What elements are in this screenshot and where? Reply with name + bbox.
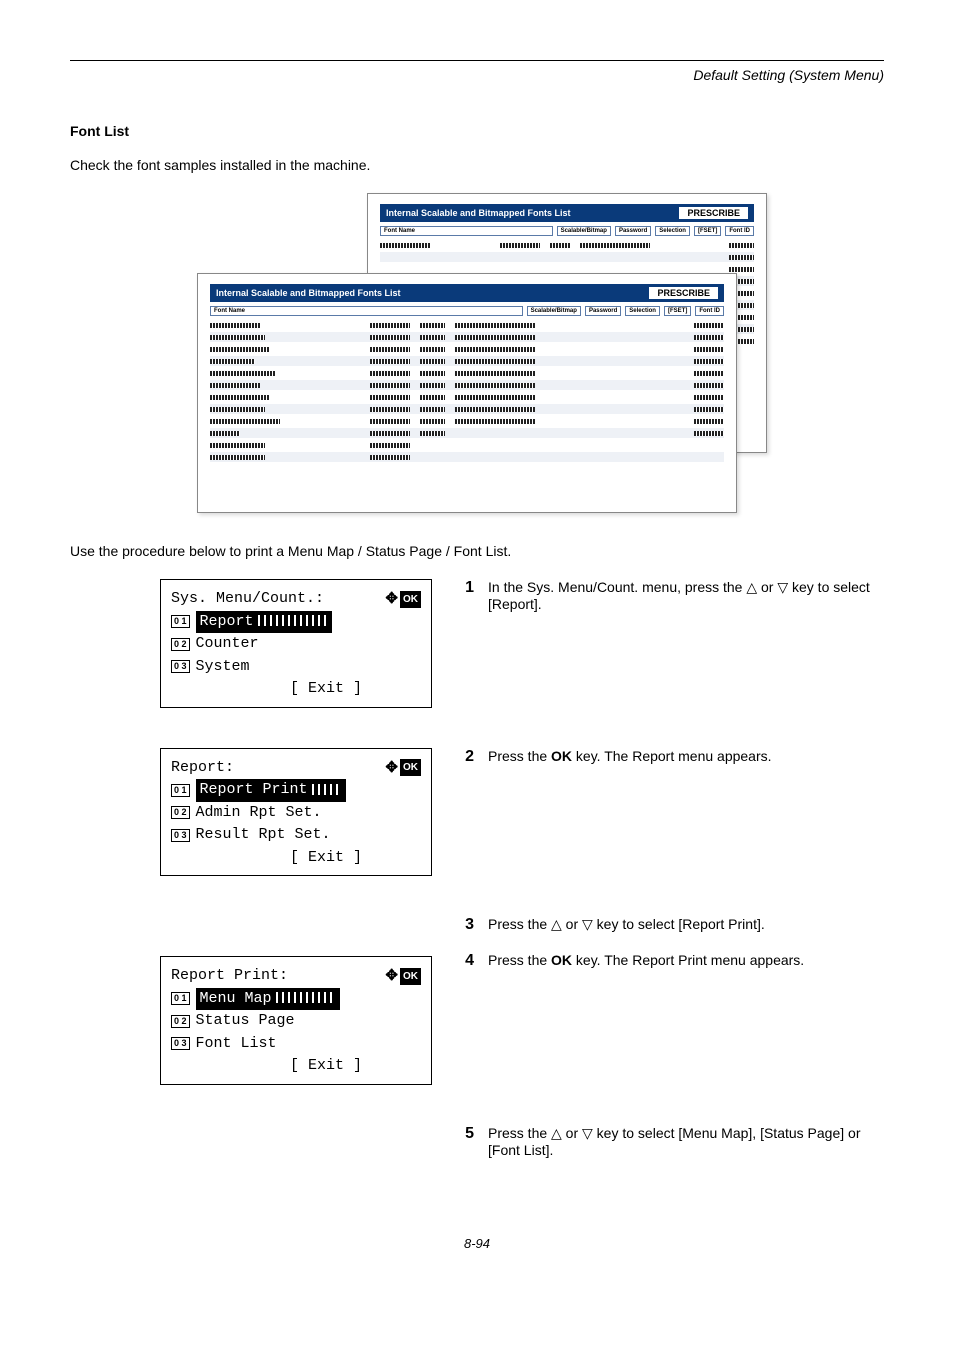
procedure-intro: Use the procedure below to print a Menu … — [70, 543, 884, 559]
page-number: 8-94 — [70, 1236, 884, 1251]
lcd2-sel: Report Print — [196, 779, 346, 802]
lcd1-i2: Counter — [196, 633, 259, 656]
font-list-preview: Internal Scalable and Bitmapped Fonts Li… — [197, 193, 757, 513]
lcd3-sel: Menu Map — [196, 988, 340, 1011]
step-1: 1 In the Sys. Menu/Count. menu, press th… — [460, 579, 884, 612]
preview-colhead: Font Name Scalable/Bitmap Password Selec… — [380, 226, 754, 236]
ok-icon: OK — [400, 968, 421, 985]
section-title: Font List — [70, 123, 884, 139]
lcd2-i3: Result Rpt Set. — [196, 824, 331, 847]
lcd2-title: Report: — [171, 757, 385, 780]
lcd2-i2: Admin Rpt Set. — [196, 802, 322, 825]
preview-banner: Internal Scalable and Bitmapped Fonts Li… — [380, 204, 754, 222]
nav-icon: ✥ — [385, 757, 396, 780]
nav-icon: ✥ — [385, 588, 396, 611]
lcd-report: Report: ✥ OK 0 1Report Print 0 2Admin Rp… — [160, 748, 432, 877]
lcd1-sel: Report — [196, 611, 332, 634]
section-intro: Check the font samples installed in the … — [70, 157, 884, 173]
preview-sheet-front: Internal Scalable and Bitmapped Fonts Li… — [197, 273, 737, 513]
lcd3-i3: Font List — [196, 1033, 277, 1056]
lcd2-exit: [ Exit ] — [171, 847, 421, 870]
lcd-sys-menu: Sys. Menu/Count.: ✥ OK 0 1Report 0 2Coun… — [160, 579, 432, 708]
nav-icon: ✥ — [385, 965, 396, 988]
breadcrumb: Default Setting (System Menu) — [70, 67, 884, 83]
preview-row — [380, 240, 754, 250]
step-2: 2 Press the OK key. The Report menu appe… — [460, 748, 884, 766]
header-rule — [70, 60, 884, 61]
item-num: 0 1 — [171, 615, 190, 628]
ok-icon: OK — [400, 591, 421, 608]
step-3: 3 Press the △ or ▽ key to select [Report… — [460, 916, 884, 934]
lcd3-title: Report Print: — [171, 965, 385, 988]
step-5: 5 Press the △ or ▽ key to select [Menu M… — [460, 1125, 884, 1158]
preview-colhead-front: Font Name Scalable/Bitmap Password Selec… — [210, 306, 724, 316]
lcd1-exit: [ Exit ] — [171, 678, 421, 701]
ok-icon: OK — [400, 759, 421, 776]
banner-right: PRESCRIBE — [679, 207, 748, 219]
banner-title: Internal Scalable and Bitmapped Fonts Li… — [386, 208, 669, 218]
lcd-report-print: Report Print: ✥ OK 0 1Menu Map 0 2Status… — [160, 956, 432, 1085]
step-4: 4 Press the OK key. The Report Print men… — [460, 952, 884, 970]
lcd3-exit: [ Exit ] — [171, 1055, 421, 1078]
lcd3-i2: Status Page — [196, 1010, 295, 1033]
preview-banner-front: Internal Scalable and Bitmapped Fonts Li… — [210, 284, 724, 302]
lcd1-title: Sys. Menu/Count.: — [171, 588, 385, 611]
lcd1-i3: System — [196, 656, 250, 679]
